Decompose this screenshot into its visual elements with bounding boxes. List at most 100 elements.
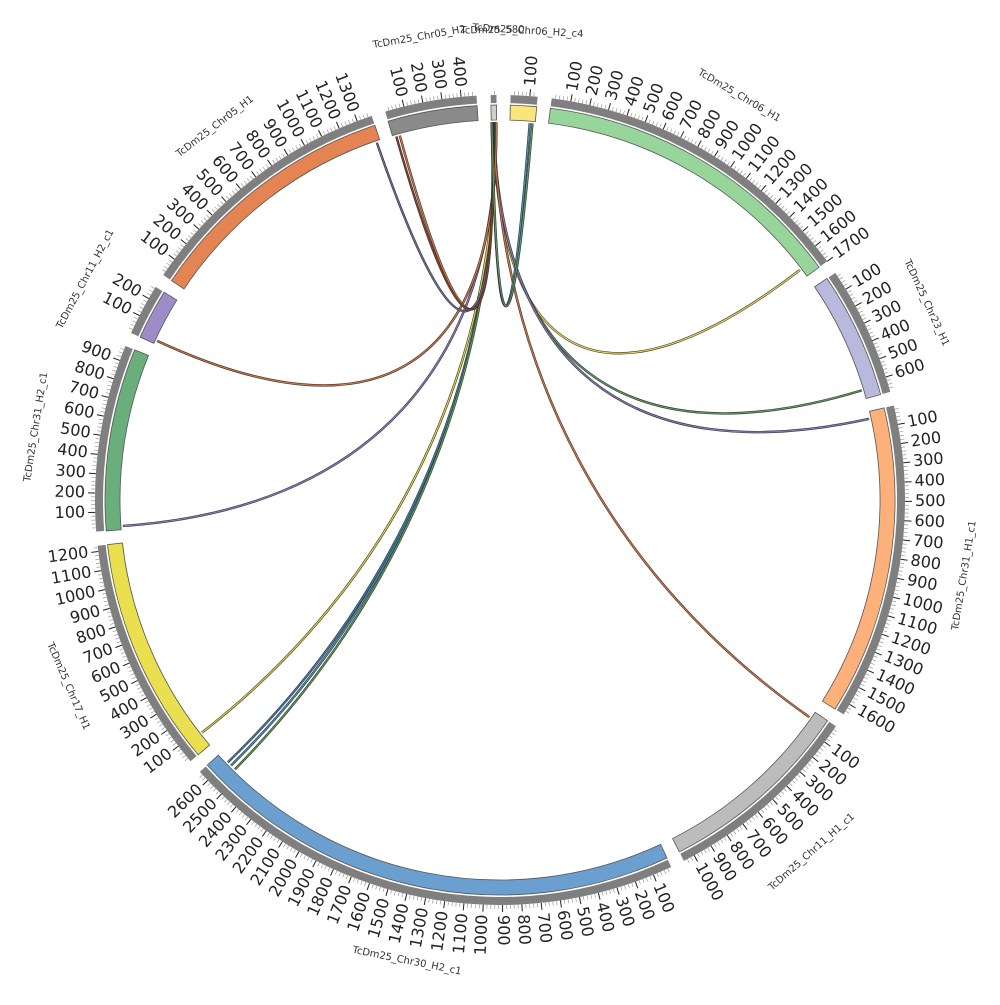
minor-tick [436,900,437,904]
minor-tick [138,310,142,312]
minor-tick [853,698,856,700]
link-s11-s12 [396,122,493,309]
minor-tick [232,191,235,194]
major-tick [217,794,222,799]
minor-tick [667,127,669,131]
minor-tick [800,226,803,229]
major-tick [825,742,831,746]
minor-tick [895,408,899,409]
minor-tick [242,814,245,817]
major-tick [123,663,129,666]
minor-tick [610,890,611,894]
minor-tick [718,842,720,845]
major-tick [252,171,256,177]
minor-tick [418,99,419,103]
minor-tick [624,885,625,889]
minor-tick [850,294,853,296]
minor-tick [631,113,632,117]
minor-tick [597,103,598,107]
minor-tick [284,844,286,847]
minor-tick [668,869,670,873]
major-tick [113,358,120,360]
minor-tick [99,578,103,579]
major-tick [194,225,199,230]
minor-tick [878,354,882,355]
minor-tick [145,701,148,703]
minor-tick [193,229,196,232]
major-tick [898,423,905,424]
minor-tick [863,318,867,320]
major-tick [627,109,629,116]
minor-tick [724,159,726,162]
minor-tick [721,840,723,843]
major-tick [813,757,818,761]
minor-tick [325,866,327,870]
minor-tick [583,896,584,900]
minor-tick [694,141,696,145]
major-tick [97,415,104,416]
minor-tick [866,674,870,676]
major-tick [901,443,908,444]
minor-tick [889,387,893,388]
major-tick [609,103,611,110]
minor-tick [576,898,577,902]
minor-tick [300,853,302,856]
minor-tick [359,116,360,120]
minor-tick [834,729,837,731]
link-outline [396,122,493,309]
minor-tick [900,563,904,564]
minor-tick [434,96,435,100]
minor-tick [628,884,629,888]
minor-tick [191,232,194,235]
minor-tick [687,859,689,863]
minor-tick [402,893,403,897]
minor-tick [207,215,210,218]
major-tick [91,552,98,553]
tick-label: 300 [55,461,87,482]
minor-tick [621,887,622,891]
minor-tick [891,605,895,606]
minor-tick [708,848,710,851]
minor-tick [846,711,849,713]
major-tick [727,835,731,841]
minor-tick [798,223,801,226]
segment-name-s9: TcDm25_Chr11_H2_c1 [54,228,116,332]
minor-tick [213,789,216,792]
minor-tick [107,612,111,613]
major-tick [262,831,266,837]
minor-tick [296,146,298,149]
minor-tick [612,107,613,111]
minor-tick [642,117,643,121]
minor-tick [563,96,564,100]
minor-tick [832,733,835,735]
minor-tick [764,190,767,193]
major-tick [421,96,422,103]
minor-tick [250,176,252,179]
minor-tick [164,266,167,268]
minor-tick [601,104,602,108]
minor-tick [111,374,115,375]
major-tick [424,898,425,905]
minor-tick [343,874,345,878]
minor-tick [239,812,242,815]
minor-tick [103,400,107,401]
minor-tick [897,582,901,583]
minor-tick [881,361,885,362]
major-tick [296,852,299,858]
tick-label: 100 [520,55,541,87]
minor-tick [897,420,901,421]
minor-tick [820,748,823,750]
minor-tick [210,786,213,789]
major-tick [855,303,861,306]
minor-tick [112,370,116,371]
minor-tick [102,404,106,405]
minor-tick [779,203,782,206]
minor-tick [290,848,292,851]
minor-tick [818,246,821,248]
minor-tick [99,419,103,420]
minor-tick [582,100,583,104]
minor-tick [113,631,117,632]
minor-tick [605,105,606,109]
minor-tick [820,250,823,252]
